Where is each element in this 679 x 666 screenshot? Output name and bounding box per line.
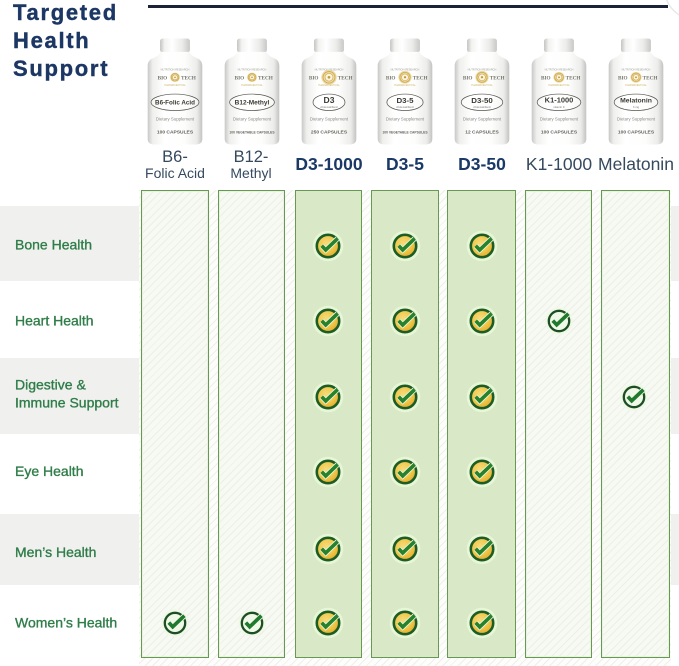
svg-text:100 VEGETABLE CAPSULES: 100 VEGETABLE CAPSULES [383, 130, 429, 134]
svg-text:TECH: TECH [565, 75, 580, 81]
svg-text:NUTRITION RESEARCH: NUTRITION RESEARCH [544, 68, 573, 71]
svg-text:PHARMACEUTICAL: PHARMACEUTICAL [241, 83, 263, 86]
svg-text:BIO: BIO [618, 75, 628, 81]
svg-text:cholecalciferol: cholecalciferol [320, 105, 338, 109]
svg-text:TECH: TECH [338, 75, 353, 81]
svg-text:NUTRITION RESEARCH: NUTRITION RESEARCH [237, 68, 266, 71]
svg-text:D3: D3 [323, 95, 334, 105]
svg-text:NUTRITION RESEARCH: NUTRITION RESEARCH [467, 68, 496, 71]
svg-text:Dietary Supplement: Dietary Supplement [310, 116, 349, 121]
svg-text:TECH: TECH [413, 75, 428, 81]
svg-text:NUTRITION RESEARCH: NUTRITION RESEARCH [621, 68, 650, 71]
svg-text:cholecalciferol: cholecalciferol [473, 105, 491, 109]
svg-text:TECH: TECH [490, 75, 505, 81]
svg-text:K1-1000: K1-1000 [544, 95, 573, 104]
svg-text:Dietary Supplement: Dietary Supplement [617, 116, 656, 121]
svg-text:TECH: TECH [258, 75, 273, 81]
svg-text:BIO: BIO [234, 75, 244, 81]
svg-text:PHARMACEUTICAL: PHARMACEUTICAL [164, 83, 186, 86]
svg-text:Dietary Supplement: Dietary Supplement [232, 116, 271, 121]
svg-text:Dietary Supplement: Dietary Supplement [540, 116, 579, 121]
svg-text:PHARMACEUTICAL: PHARMACEUTICAL [471, 83, 493, 86]
svg-text:NUTRITION RESEARCH: NUTRITION RESEARCH [161, 68, 190, 71]
svg-text:BIO: BIO [541, 75, 551, 81]
svg-text:NUTRITION RESEARCH: NUTRITION RESEARCH [391, 68, 420, 71]
svg-text:Dietary Supplement: Dietary Supplement [386, 116, 425, 121]
svg-text:Dietary Supplement: Dietary Supplement [463, 116, 502, 121]
svg-text:TECH: TECH [642, 75, 657, 81]
svg-text:100 CAPSULES: 100 CAPSULES [157, 129, 194, 135]
svg-text:PHARMACEUTICAL: PHARMACEUTICAL [548, 83, 570, 86]
svg-text:TECH: TECH [181, 75, 196, 81]
svg-text:D3-50: D3-50 [471, 95, 492, 104]
svg-text:PHARMACEUTICAL: PHARMACEUTICAL [625, 83, 647, 86]
svg-text:B12-Methyl: B12-Methyl [234, 99, 269, 106]
svg-text:PHARMACEUTICAL: PHARMACEUTICAL [394, 83, 416, 86]
svg-text:100 CAPSULES: 100 CAPSULES [618, 129, 655, 135]
svg-text:vitamin K: vitamin K [553, 105, 565, 109]
svg-text:BIO: BIO [463, 75, 473, 81]
svg-text:100 CAPSULES: 100 CAPSULES [541, 129, 578, 135]
svg-text:BIO: BIO [386, 75, 396, 81]
svg-text:cholecalciferol: cholecalciferol [396, 105, 414, 109]
svg-text:BIO: BIO [309, 75, 319, 81]
svg-text:D3-5: D3-5 [397, 95, 415, 104]
svg-text:B6-Folic Acid: B6-Folic Acid [155, 99, 195, 106]
svg-text:3 mg: 3 mg [633, 105, 640, 109]
svg-text:100 VEGETABLE CAPSULES: 100 VEGETABLE CAPSULES [229, 130, 275, 134]
svg-text:PHARMACEUTICAL: PHARMACEUTICAL [318, 83, 340, 86]
svg-text:Dietary Supplement: Dietary Supplement [156, 116, 195, 121]
svg-text:BIO: BIO [158, 75, 168, 81]
svg-text:12 CAPSULES: 12 CAPSULES [465, 129, 499, 135]
svg-text:250 CAPSULES: 250 CAPSULES [311, 129, 348, 135]
svg-text:Melatonin: Melatonin [620, 97, 652, 104]
